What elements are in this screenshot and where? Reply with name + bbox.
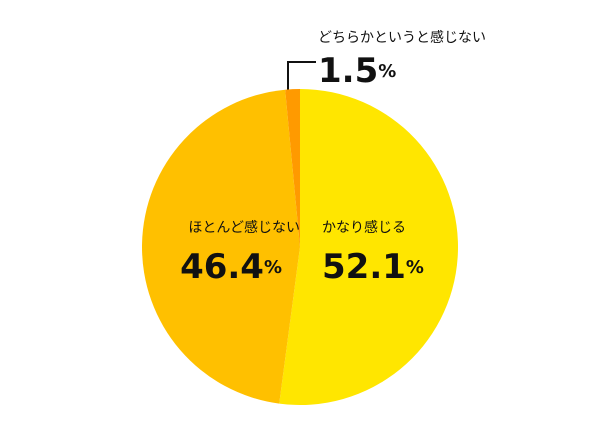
pie-slice: [142, 89, 300, 404]
category-label: どちらかというと感じない: [318, 29, 486, 46]
value-label: 1.5%: [318, 51, 396, 91]
category-label: かなり感じる: [322, 219, 406, 236]
value-label: 46.4%: [180, 247, 282, 287]
pie-slice: [285, 89, 300, 247]
pie-slice: [279, 89, 458, 405]
value-label: 52.1%: [322, 247, 424, 287]
leader-line: [287, 61, 316, 92]
category-label: ほとんど感じない: [188, 219, 300, 236]
